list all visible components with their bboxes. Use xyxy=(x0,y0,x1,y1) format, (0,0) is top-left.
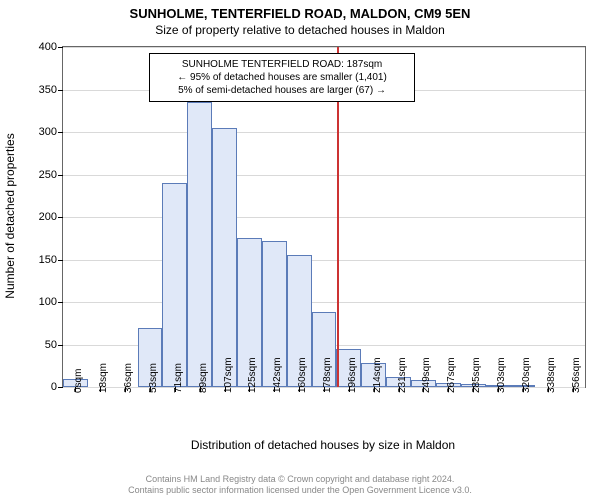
xtick-label: 303sqm xyxy=(496,357,507,393)
ytick-mark xyxy=(58,260,63,261)
info-box-line: ← 95% of detached houses are smaller (1,… xyxy=(156,71,408,84)
marker-info-box: SUNHOLME TENTERFIELD ROAD: 187sqm← 95% o… xyxy=(149,53,415,102)
ytick-label: 50 xyxy=(45,339,57,351)
histogram-bar xyxy=(212,128,237,387)
ytick-label: 150 xyxy=(39,254,57,266)
ytick-mark xyxy=(58,132,63,133)
xtick-label: 142sqm xyxy=(272,357,283,393)
x-axis-label: Distribution of detached houses by size … xyxy=(62,438,584,452)
ytick-label: 300 xyxy=(39,126,57,138)
gridline xyxy=(63,217,585,218)
ytick-label: 250 xyxy=(39,169,57,181)
xtick-label: 285sqm xyxy=(471,357,482,393)
ytick-mark xyxy=(58,387,63,388)
xtick-label: 196sqm xyxy=(347,357,358,393)
xtick-label: 36sqm xyxy=(123,363,134,393)
ytick-label: 0 xyxy=(51,381,57,393)
chart-title: SUNHOLME, TENTERFIELD ROAD, MALDON, CM9 … xyxy=(0,0,600,21)
footer-line-2: Contains public sector information licen… xyxy=(0,485,600,496)
y-axis-label: Number of detached properties xyxy=(3,133,17,298)
xtick-label: 71sqm xyxy=(173,363,184,393)
ytick-label: 400 xyxy=(39,41,57,53)
gridline xyxy=(63,260,585,261)
xtick-label: 89sqm xyxy=(198,363,209,393)
xtick-label: 0sqm xyxy=(73,369,84,393)
xtick-label: 214sqm xyxy=(372,357,383,393)
xtick-label: 356sqm xyxy=(571,357,582,393)
gridline xyxy=(63,302,585,303)
ytick-mark xyxy=(58,345,63,346)
ytick-mark xyxy=(58,90,63,91)
ytick-mark xyxy=(58,302,63,303)
ytick-label: 200 xyxy=(39,211,57,223)
ytick-label: 350 xyxy=(39,84,57,96)
chart-subtitle: Size of property relative to detached ho… xyxy=(0,21,600,37)
footer-attribution: Contains HM Land Registry data © Crown c… xyxy=(0,474,600,496)
xtick-label: 178sqm xyxy=(322,357,333,393)
xtick-label: 231sqm xyxy=(397,357,408,393)
xtick-label: 53sqm xyxy=(148,363,159,393)
xtick-label: 267sqm xyxy=(446,357,457,393)
gridline xyxy=(63,132,585,133)
xtick-label: 160sqm xyxy=(297,357,308,393)
xtick-label: 320sqm xyxy=(521,357,532,393)
ytick-mark xyxy=(58,47,63,48)
chart-container: SUNHOLME, TENTERFIELD ROAD, MALDON, CM9 … xyxy=(0,0,600,500)
xtick-label: 125sqm xyxy=(247,357,258,393)
histogram-bar xyxy=(162,183,187,387)
histogram-bar xyxy=(187,102,212,387)
ytick-label: 100 xyxy=(39,296,57,308)
xtick-label: 18sqm xyxy=(98,363,109,393)
gridline xyxy=(63,47,585,48)
ytick-mark xyxy=(58,175,63,176)
xtick-label: 107sqm xyxy=(223,357,234,393)
info-box-line: SUNHOLME TENTERFIELD ROAD: 187sqm xyxy=(156,58,408,71)
plot-area: 0501001502002503003504000sqm18sqm36sqm53… xyxy=(62,46,586,388)
xtick-label: 338sqm xyxy=(546,357,557,393)
gridline xyxy=(63,175,585,176)
footer-line-1: Contains HM Land Registry data © Crown c… xyxy=(0,474,600,485)
info-box-line: 5% of semi-detached houses are larger (6… xyxy=(156,84,408,97)
xtick-label: 249sqm xyxy=(421,357,432,393)
ytick-mark xyxy=(58,217,63,218)
